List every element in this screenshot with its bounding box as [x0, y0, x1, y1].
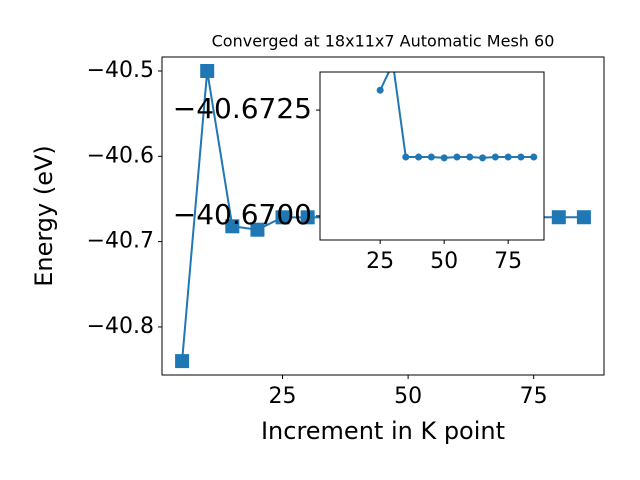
x-tick-label: 75 [520, 384, 548, 409]
y-tick-label: −40.7 [87, 229, 154, 254]
x-axis-label: Increment in K point [261, 417, 505, 445]
marker [175, 354, 190, 369]
marker [530, 153, 538, 161]
x-tick-label: 75 [494, 249, 522, 274]
marker [491, 153, 499, 161]
marker [275, 210, 290, 225]
x-tick-label: 50 [394, 384, 422, 409]
marker [415, 153, 423, 161]
x-tick-label: 25 [269, 384, 297, 409]
marker [427, 153, 435, 161]
y-tick-label: −40.6 [87, 143, 154, 168]
x-tick-label: 25 [366, 249, 394, 274]
marker [200, 63, 215, 78]
axes-frame [319, 71, 545, 241]
axes-frame [161, 56, 605, 376]
plot-clip [376, 72, 538, 162]
chart-title: Converged at 18x11x7 Automatic Mesh 60 [212, 32, 555, 51]
marker [440, 154, 448, 162]
marker [517, 153, 525, 161]
marker [250, 222, 265, 237]
marker [225, 219, 240, 234]
y-tick-label: −40.5 [87, 58, 154, 83]
y-axis-label: Energy (eV) [30, 145, 58, 287]
marker [576, 210, 591, 225]
marker [504, 153, 512, 161]
y-tick-label: −40.8 [87, 314, 154, 339]
marker [402, 153, 410, 161]
x-tick-label: 50 [430, 249, 458, 274]
marker [466, 153, 474, 161]
marker [376, 86, 384, 94]
marker [453, 153, 461, 161]
marker [479, 154, 487, 162]
marker [300, 210, 315, 225]
y-tick-label: −40.6700 [173, 198, 312, 231]
marker [551, 210, 566, 225]
y-tick-label: −40.6725 [173, 92, 312, 125]
